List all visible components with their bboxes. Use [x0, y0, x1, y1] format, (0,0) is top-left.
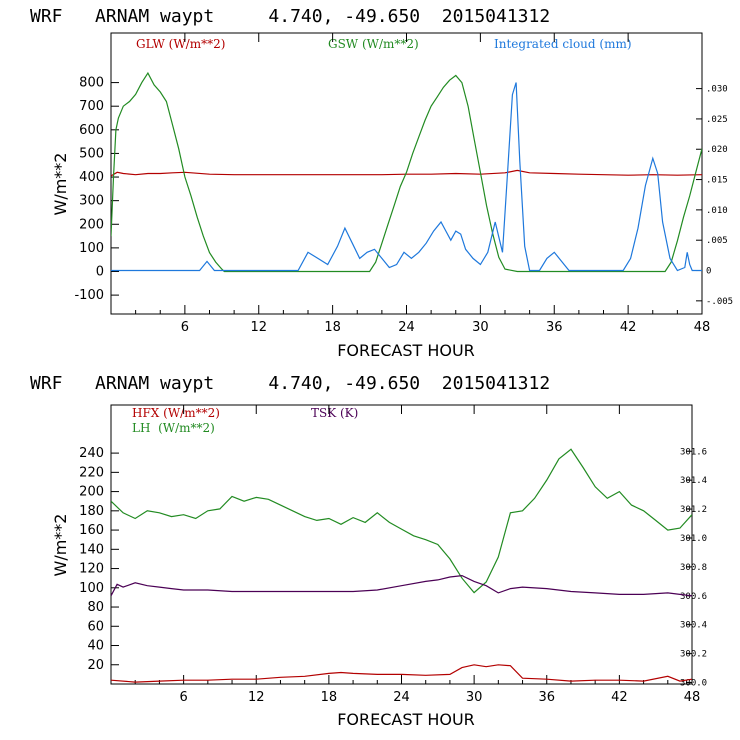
chart1-series-line-1 [111, 169, 702, 177]
chart1-ytick-label: 0 [96, 264, 104, 279]
chart2-xtick-label: 42 [611, 690, 628, 705]
chart2-xlabel: FORECAST HOUR [337, 710, 475, 729]
chart1-ytick-label: -100 [74, 288, 104, 303]
chart2-series-line-3 [111, 574, 692, 597]
chart1-xlabel: FORECAST HOUR [337, 341, 475, 360]
chart1-ytick-label: 200 [79, 217, 104, 232]
chart1-ytick-label: 400 [79, 170, 104, 185]
chart2-rtick-label: 300.0 [680, 679, 707, 689]
chart2-ylabel: W/m**2 [51, 514, 70, 577]
chart1-ytick-label: 500 [79, 146, 104, 161]
chart2-rtick-label: 300.4 [680, 621, 707, 631]
chart2-ytick-label: 40 [87, 639, 104, 654]
chart1-xtick-label: 48 [694, 320, 711, 335]
chart1-xtick-label: 6 [181, 320, 189, 335]
chart2-legend-hfx: HFX (W/m**2) [132, 406, 220, 420]
chart2-ytick-label: 20 [87, 658, 104, 673]
chart2-rtick-label: 301.0 [680, 534, 707, 544]
chart1-series-line-2 [111, 71, 702, 273]
chart1-xtick-label: 24 [398, 320, 415, 335]
chart2-ytick-label: 120 [79, 562, 104, 577]
chart2-ytick-label: 160 [79, 523, 104, 538]
chart2-legend-lh: LH (W/m**2) [132, 421, 215, 435]
chart2-xtick-label: 48 [684, 690, 701, 705]
chart1-rtick-label: .030 [706, 85, 728, 95]
chart2-ytick-label: 240 [79, 446, 104, 461]
chart2-ytick-label: 220 [79, 465, 104, 480]
chart1-ytick-label: 300 [79, 194, 104, 209]
chart1-ytick-label: 700 [79, 99, 104, 114]
chart2-rtick-label: 300.2 [680, 650, 707, 660]
chart2-ytick-label: 140 [79, 542, 104, 557]
chart2-plot-frame [110, 404, 693, 685]
chart1-title: WRF ARNAM waypt 4.740, -49.650 201504131… [30, 6, 550, 27]
chart1-xtick-label: 42 [620, 320, 637, 335]
chart2-series-line-1 [111, 664, 692, 683]
chart2-xtick-label: 36 [538, 690, 555, 705]
chart1-ytick-label: 100 [79, 241, 104, 256]
chart1-rtick-label: .020 [706, 145, 728, 155]
chart1-rtick-label: .005 [706, 236, 728, 246]
chart1-series-line-3 [111, 82, 702, 272]
chart2-rtick-label: 300.8 [680, 563, 707, 573]
chart1-xtick-label: 18 [324, 320, 341, 335]
chart2-rtick-label: 301.2 [680, 505, 707, 515]
chart2-series-line-2 [111, 448, 692, 594]
chart1-rtick-label: .025 [706, 115, 728, 125]
chart1-rtick-label: .010 [706, 206, 728, 216]
chart1-ytick-label: 600 [79, 123, 104, 138]
chart2-ytick-label: 60 [87, 619, 104, 634]
chart1-xtick-label: 12 [250, 320, 267, 335]
chart1-xtick-label: 36 [546, 320, 563, 335]
chart2-rtick-label: 301.6 [680, 447, 707, 457]
chart2-legend-tsk: TSK (K) [311, 406, 358, 420]
chart2-xtick-label: 6 [179, 690, 187, 705]
chart2-xtick-label: 18 [321, 690, 338, 705]
chart2-rtick-label: 301.4 [680, 476, 707, 486]
chart2-xtick-label: 30 [466, 690, 483, 705]
chart2-xtick-label: 24 [393, 690, 410, 705]
chart2-ytick-label: 180 [79, 504, 104, 519]
chart2-ytick-label: 100 [79, 581, 104, 596]
chart1-legend-cloud: Integrated cloud (mm) [494, 37, 632, 51]
chart1-ylabel: W/m**2 [51, 153, 70, 216]
chart1-ytick-label: 800 [79, 76, 104, 91]
chart1-rtick-label: 0 [706, 267, 711, 277]
chart2-title: WRF ARNAM waypt 4.740, -49.650 201504131… [30, 373, 550, 394]
chart1-rtick-label: -.005 [706, 297, 733, 307]
chart2-rtick-label: 300.6 [680, 592, 707, 602]
chart1-legend-gsw: GSW (W/m**2) [328, 37, 419, 51]
chart1-rtick-label: .015 [706, 176, 728, 186]
chart-dynamic-layer: 6 12 18 24 30 36 42 48-100010020030040050060070… [74, 32, 733, 705]
chart2-xtick-label: 12 [248, 690, 265, 705]
chart2-ytick-label: 80 [87, 600, 104, 615]
chart1-legend-glw: GLW (W/m**2) [136, 37, 225, 51]
chart2-ytick-label: 200 [79, 485, 104, 500]
chart1-xtick-label: 30 [472, 320, 489, 335]
